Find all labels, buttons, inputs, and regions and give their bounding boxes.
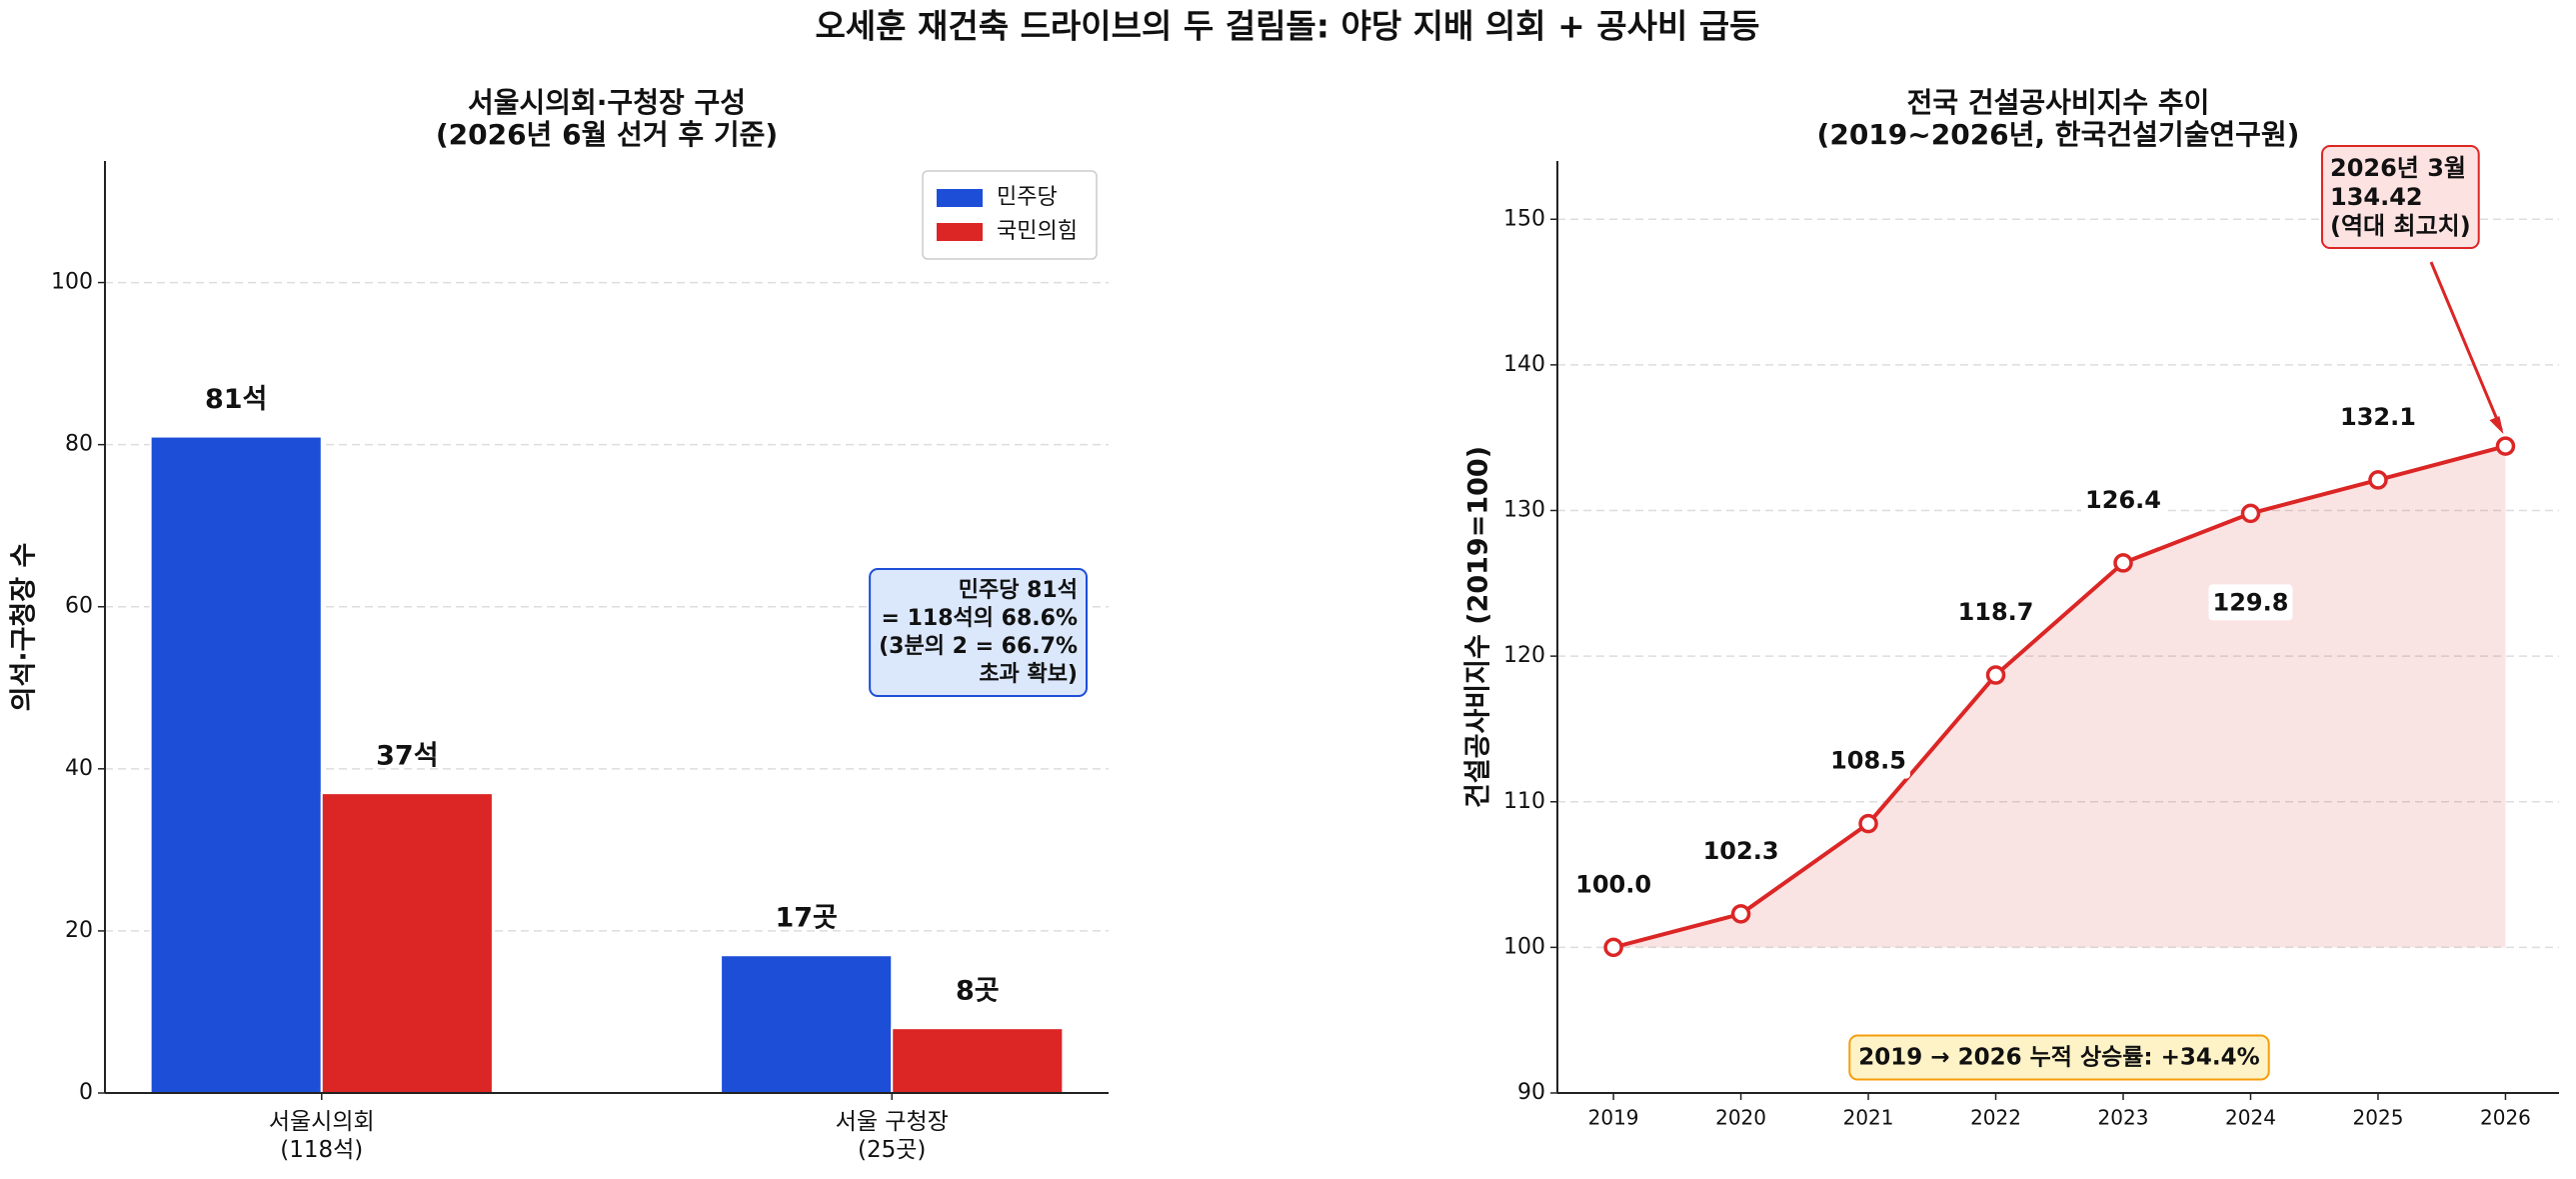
text-line: (3분의 2 = 66.7% [879, 634, 1078, 659]
annotation-box [2321, 145, 2480, 249]
marker [1858, 813, 1878, 834]
legend-swatch [937, 223, 983, 241]
bar [149, 435, 323, 1094]
text-line: 전국 건설공사비지수 추이 [1907, 86, 2210, 119]
x-tick-label: 서울시의회 (118석) [269, 1109, 375, 1163]
value-label: 129.8 [2213, 588, 2289, 616]
value-label: 126.4 [2085, 486, 2161, 514]
y-tick-label: 0 [79, 1080, 93, 1105]
annotation-box [869, 568, 1088, 697]
x-tick-label: 2024 [2225, 1106, 2276, 1130]
y-tick-label: 100 [1503, 934, 1545, 959]
text-line: 134.42 [2330, 183, 2423, 211]
value-label: 37석 [376, 741, 438, 772]
annotation: 민주당 81석 = 118석의 68.6% (3분의 2 = 66.7% 초과 확보) [879, 578, 1078, 687]
marker [1730, 904, 1751, 924]
y-tick-label: 110 [1503, 789, 1545, 814]
value-label: 102.3 [1703, 837, 1779, 865]
note: 2019 → 2026 누적 상승률: +34.4% [1858, 1045, 2259, 1071]
marker [2495, 436, 2516, 456]
text-line: (2019~2026년, 한국건설기술연구원) [1817, 118, 2300, 151]
annotation-box [1826, 742, 1911, 779]
area [1613, 446, 2506, 948]
text-line: (2026년 6월 선거 후 기준) [436, 118, 778, 151]
annotation-box [2336, 398, 2420, 435]
peak-annotation: 2026년 3월 134.42 (역대 최고치) [2330, 154, 2471, 240]
y-tick-label: 80 [65, 432, 93, 457]
value-label: 17곳 [775, 903, 837, 934]
figure-title: 오세훈 재건축 드라이브의 두 걸림돌: 야당 지배 의회 + 공사비 급등 [815, 7, 1759, 46]
annotation-box [2208, 584, 2293, 621]
text-line: = 118석의 68.6% [882, 606, 1078, 631]
y-tick-label: 60 [65, 594, 93, 619]
annotation-box [1571, 866, 1656, 903]
legend-swatch [937, 189, 983, 207]
text-line: 서울시의회 [269, 1109, 375, 1135]
y-axis-label: 건설공사비지수 (2019=100) [1463, 446, 1494, 808]
marker [2113, 553, 2133, 573]
marker [2368, 470, 2388, 490]
y-tick-label: 140 [1503, 352, 1545, 377]
marker [2240, 503, 2261, 524]
y-tick-label: 90 [1517, 1080, 1545, 1105]
value-label: 100.0 [1575, 870, 1651, 898]
y-tick-label: 100 [51, 270, 93, 295]
arrow-head [2489, 416, 2504, 435]
marker [1603, 937, 1623, 958]
x-tick-label: 2023 [2098, 1106, 2149, 1130]
annotation-box [1698, 832, 1783, 869]
chart-title: 서울시의회·구청장 구성 (2026년 6월 선거 후 기준) [436, 86, 778, 151]
y-tick-label: 120 [1503, 643, 1545, 668]
text-line: (역대 최고치) [2330, 212, 2471, 240]
x-tick-label: 2019 [1588, 1106, 1639, 1130]
line [1612, 444, 2506, 950]
bar [720, 954, 894, 1094]
value-label: 108.5 [1830, 747, 1906, 775]
x-tick-label: 2020 [1715, 1106, 1766, 1130]
marker [1985, 665, 2006, 685]
annotation-arrow [2429, 261, 2503, 431]
value-label: 81석 [205, 384, 267, 415]
value-label: 8곳 [956, 976, 1000, 1007]
value-label: 132.1 [2340, 403, 2416, 431]
x-tick-label: 2022 [1970, 1106, 2021, 1130]
y-axis-label: 의석·구청장 수 [9, 543, 40, 712]
text-line: 서울시의회·구청장 구성 [468, 86, 746, 119]
chart-title: 전국 건설공사비지수 추이 (2019~2026년, 한국건설기술연구원) [1817, 86, 2300, 151]
text-line: 초과 확보) [979, 662, 1078, 687]
text-line: 2026년 3월 [2330, 154, 2466, 182]
x-tick-label: 2021 [1843, 1106, 1894, 1130]
legend-label: 국민의힘 [997, 219, 1078, 244]
value-label: 118.7 [1958, 598, 2034, 626]
y-tick-label: 20 [65, 918, 93, 943]
text-line: (25곳) [858, 1137, 926, 1163]
y-tick-label: 130 [1503, 498, 1545, 523]
annotation-box [2081, 481, 2165, 518]
x-tick-label: 2026 [2480, 1106, 2531, 1130]
x-tick-label: 서울 구청장 (25곳) [836, 1109, 949, 1163]
annotation-box [1848, 1034, 2270, 1081]
text-line: 서울 구청장 [836, 1109, 949, 1135]
y-tick-label: 40 [65, 756, 93, 781]
text-line: (118석) [280, 1137, 363, 1163]
bar [320, 792, 494, 1095]
text-line: 민주당 81석 [959, 578, 1078, 603]
bar [891, 1027, 1065, 1094]
annotation-box [1953, 594, 2038, 631]
x-tick-label: 2025 [2353, 1106, 2404, 1130]
legend-label: 민주당 [997, 185, 1058, 210]
y-tick-label: 150 [1503, 206, 1545, 231]
